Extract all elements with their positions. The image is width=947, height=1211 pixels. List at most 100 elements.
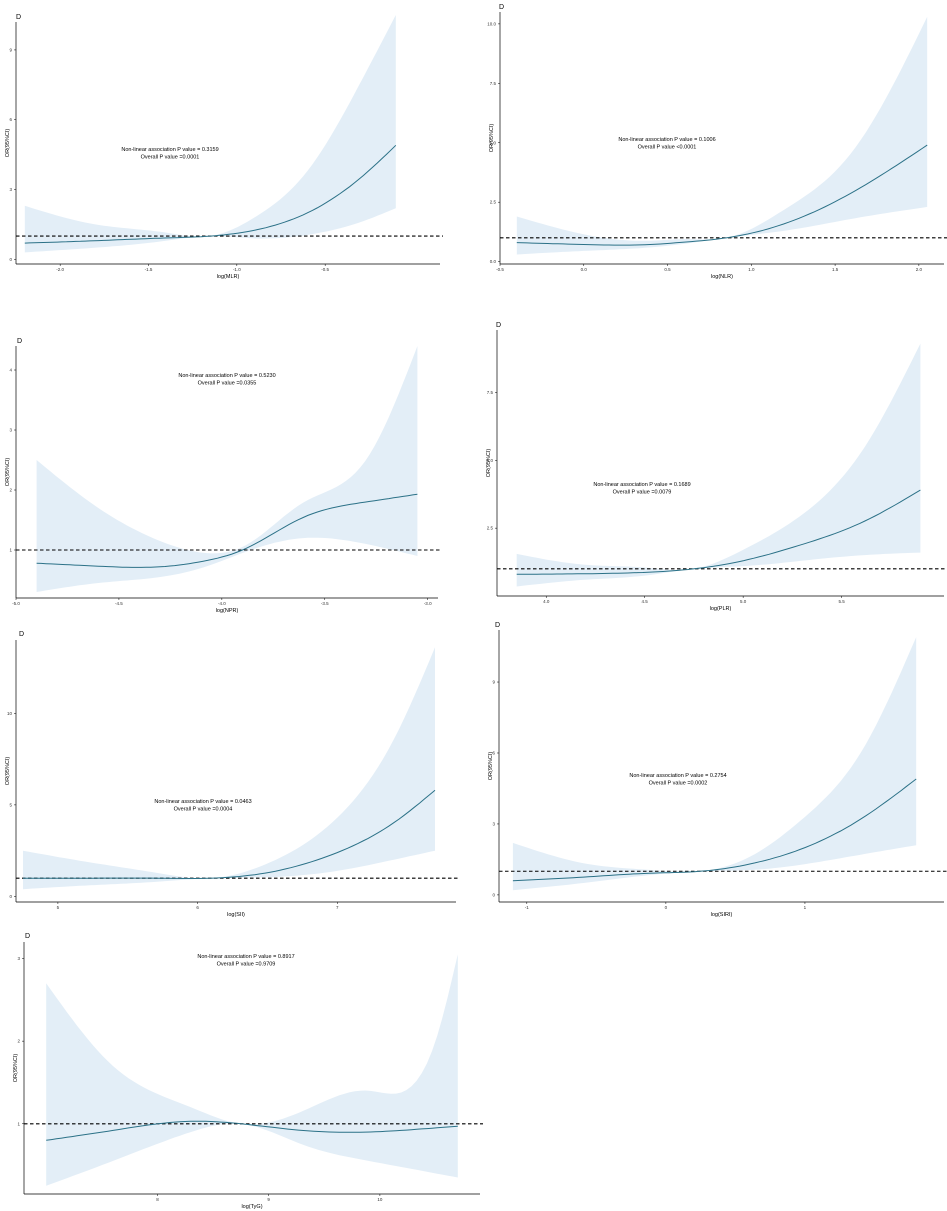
or-curve xyxy=(46,1120,458,1141)
y-tick-label: 3 xyxy=(17,956,20,961)
or-curve xyxy=(516,489,921,575)
x-axis-title: log(MLR) xyxy=(217,274,240,280)
chart-panel-3: 1 2 3 4 -5.0 -4.5 -4.0 -3.5 -3.0 log(NPR) OR(95%CI… xyxy=(5,338,441,614)
y-tick-label: 0 xyxy=(9,257,12,262)
p-value-annotation: Overall P value =0.9709 xyxy=(217,962,276,968)
x-tick-label: 0.0 xyxy=(581,267,588,272)
y-axis-title: OR(95%CI) xyxy=(488,752,494,781)
x-tick-label: -5.0 xyxy=(12,601,20,606)
p-value-annotation: Non-linear association P value = 0.5230 xyxy=(178,373,275,379)
x-tick-label: 6 xyxy=(196,905,199,910)
ci-band xyxy=(46,954,458,1186)
x-tick-label: -4.0 xyxy=(218,601,226,606)
ci-band xyxy=(512,637,917,891)
y-axis-title: OR(95%CI) xyxy=(5,129,11,158)
panel-label: D xyxy=(19,631,24,638)
y-tick-label: 7.5 xyxy=(490,81,497,86)
y-axis-title: OR(95%CI) xyxy=(5,458,11,487)
p-value-annotation: Non-linear association P value = 0.1006 xyxy=(618,137,715,143)
x-tick-label: -3.0 xyxy=(424,601,432,606)
x-axis-title: log(NPR) xyxy=(216,608,239,614)
p-value-annotation: Overall P value =0.0002 xyxy=(649,781,708,787)
x-tick-label: 7 xyxy=(336,905,339,910)
x-axis-title: log(TyG) xyxy=(241,1204,262,1210)
p-value-annotation: Non-linear association P value = 0.1689 xyxy=(593,482,690,488)
p-value-annotation: Overall P value =0.0001 xyxy=(141,155,200,161)
y-tick-label: 2.5 xyxy=(490,200,497,205)
x-tick-label: 0 xyxy=(665,905,668,910)
x-tick-label: -0.5 xyxy=(321,267,329,272)
x-tick-label: -2.0 xyxy=(56,267,64,272)
panel-label: D xyxy=(17,338,22,345)
x-tick-label: 8 xyxy=(156,1197,159,1202)
y-tick-label: 9 xyxy=(9,47,12,52)
or-curve xyxy=(516,144,928,246)
y-tick-label: 2 xyxy=(9,488,12,493)
y-tick-label: 6 xyxy=(492,750,495,755)
y-tick-label: 10.0 xyxy=(487,21,496,26)
y-tick-label: 2 xyxy=(17,1039,20,1044)
x-tick-label: 4.5 xyxy=(642,599,649,604)
ci-band xyxy=(23,647,435,890)
chart-panel-6: 0 3 6 9 -1 0 1 log(SIRI) OR(95%CI) D Non-linear as… xyxy=(488,622,947,918)
x-tick-label: 0.5 xyxy=(664,267,671,272)
ci-band xyxy=(516,343,921,587)
chart-panel-5: 0 5 10 5 6 7 log(SII) OR(95%CI) D Non-linear asso… xyxy=(5,631,459,918)
y-tick-label: 3 xyxy=(9,428,12,433)
y-tick-label: 4 xyxy=(9,368,12,373)
chart-panel-1: 0 3 6 9 -2.0 -1.5 -1.0 -0.5 log(MLR) OR(95%CI) D No… xyxy=(5,14,443,280)
x-axis-title: log(NLR) xyxy=(711,274,733,280)
y-tick-label: 0 xyxy=(9,894,12,899)
or-curve xyxy=(512,778,917,882)
x-tick-label: 10 xyxy=(377,1197,383,1202)
x-tick-label: -4.5 xyxy=(115,601,123,606)
x-tick-label: -3.5 xyxy=(321,601,329,606)
x-tick-label: 9 xyxy=(267,1197,270,1202)
y-tick-label: 3 xyxy=(9,187,12,192)
y-tick-label: 5 xyxy=(9,802,12,807)
x-tick-label: 2.0 xyxy=(916,267,923,272)
y-tick-label: 9 xyxy=(492,680,495,685)
chart-panel-7: 1 2 3 8 9 10 log(TyG) OR(95%CI) D Non-linear asso… xyxy=(13,933,483,1210)
p-value-annotation: Non-linear association P value = 0.3159 xyxy=(121,147,218,153)
panel-label: D xyxy=(495,622,500,629)
x-tick-label: 1 xyxy=(804,905,807,910)
x-tick-label: -1.0 xyxy=(233,267,241,272)
x-tick-label: 1.0 xyxy=(748,267,755,272)
p-value-annotation: Overall P value =0.0004 xyxy=(174,807,233,813)
ci-band xyxy=(24,15,396,253)
chart-panel-4: 2.5 5.0 7.5 4.0 4.5 5.0 5.5 log(PLR) OR(95%CI) D N… xyxy=(486,322,947,612)
y-axis-title: OR(95%CI) xyxy=(489,124,495,153)
y-tick-label: 10 xyxy=(7,711,13,716)
panel-label: D xyxy=(25,933,30,940)
y-tick-label: 3 xyxy=(492,821,495,826)
x-axis-title: log(SIRI) xyxy=(711,912,733,918)
y-tick-label: 0 xyxy=(492,892,495,897)
x-tick-label: 1.5 xyxy=(832,267,839,272)
p-value-annotation: Non-linear association P value = 0.2754 xyxy=(629,773,726,779)
p-value-annotation: Non-linear association P value = 0.0463 xyxy=(154,799,251,805)
x-axis-title: log(PLR) xyxy=(710,606,732,612)
y-tick-label: 6 xyxy=(9,117,12,122)
or-curve xyxy=(23,789,436,879)
y-axis-title: OR(95%CI) xyxy=(5,757,11,786)
p-value-annotation: Overall P value <0.0001 xyxy=(638,145,697,151)
p-value-annotation: Non-linear association P value = 0.8917 xyxy=(197,954,294,960)
p-value-annotation: Overall P value =0.0079 xyxy=(613,490,672,496)
ci-band xyxy=(516,16,928,255)
x-tick-label: 5.5 xyxy=(838,599,845,604)
y-tick-label: 1 xyxy=(17,1121,20,1126)
y-tick-label: 2.5 xyxy=(487,526,494,531)
y-tick-label: 1 xyxy=(9,548,12,553)
y-tick-label: 5.0 xyxy=(487,458,494,463)
ci-band xyxy=(36,346,418,592)
or-curve xyxy=(24,144,397,244)
x-tick-label: -0.5 xyxy=(496,267,504,272)
x-tick-label: 4.0 xyxy=(543,599,550,604)
x-tick-label: -1.5 xyxy=(145,267,153,272)
y-tick-label: 0.0 xyxy=(490,259,497,264)
panel-label: D xyxy=(16,14,21,21)
y-axis-title: OR(95%CI) xyxy=(13,1054,19,1083)
x-tick-label: 5.0 xyxy=(740,599,747,604)
